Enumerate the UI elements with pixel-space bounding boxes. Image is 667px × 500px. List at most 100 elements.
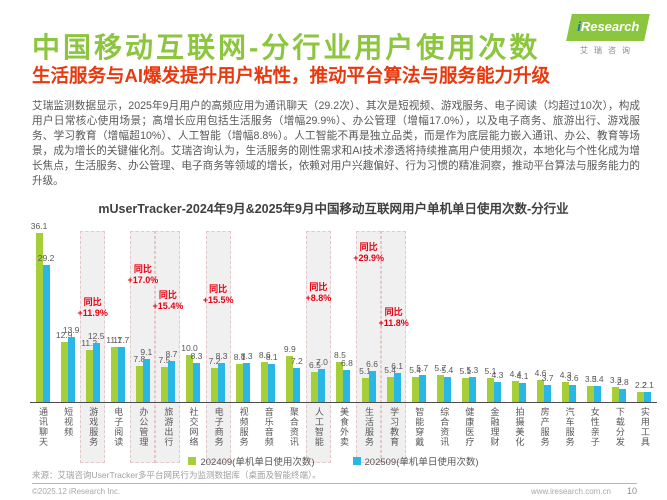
bar [418,375,426,402]
legend-item-202509: 202509(单机单日使用次数) [352,454,479,468]
bar [311,371,319,402]
bar-group: 3.5 [584,218,597,402]
bar [361,378,369,402]
bar [443,376,451,402]
bar [619,388,627,402]
bar-group: 9.1 [140,218,152,402]
category-label-text: 办公管理 [138,407,149,447]
bar [436,375,444,402]
category-label: 实用工具 [632,407,657,447]
bar-group: 8.1 [265,218,278,402]
bar-group: 2.1 [642,218,654,402]
chart-column: 4.3 3.6 [557,218,582,402]
bar-group: 4.1 [517,218,528,402]
analysis-paragraph: 艾瑞监测数据显示，2025年9月用户的高频应用为通讯聊天（29.2次）、其次是短… [32,100,640,187]
bar [67,336,75,402]
bar-group: 10.0 [181,218,198,402]
bar [35,233,43,402]
category-label-text: 电子商务 [213,407,224,447]
category-label-text: 房产服务 [539,407,550,447]
chart-legend: 202409(单机单日使用次数) 202509(单机单日使用次数) [0,454,667,468]
page-title: 中国移动互联网-分行业用户使用次数 [32,32,541,63]
category-label: 办公管理 [130,407,155,447]
bar-group: 5.4 [441,218,453,402]
chart-column: 6.5 7.0 [306,218,331,402]
bar [92,343,100,402]
category-label: 旅游出行 [155,407,180,447]
value-label: 12.5 [87,331,105,342]
legend-item-202409: 202409(单机单日使用次数) [188,454,315,468]
bar [85,349,93,402]
value-label: 4.3 [559,369,572,380]
value-label: 7.2 [208,356,221,367]
category-label-text: 女性亲子 [589,407,600,447]
bar [186,355,193,402]
category-label: 美食外卖 [331,407,356,447]
bar-group: 7.8 [133,218,145,402]
bar-group: 8.6 [259,218,271,402]
value-label: 7.0 [315,357,328,368]
value-label: 6.8 [341,358,353,369]
category-label-text: 音乐音频 [263,407,274,447]
value-label: 4.6 [534,368,547,379]
category-label-text: 美食外卖 [338,407,349,447]
bar-group: 5.7 [416,218,428,402]
chart-column: 5.1 4.3 [481,218,506,402]
bar [512,381,520,402]
category-label-text: 金融理财 [489,407,500,447]
category-label: 智能穿戴 [406,407,431,447]
bar-group: 6.6 [366,218,378,402]
bar-group: 7.0 [315,218,328,402]
category-label-text: 社交网络 [188,407,199,447]
chart-column: 5.1 6.6 [356,218,381,402]
category-label-text: 游戏服务 [88,407,99,447]
logo-brand-text: Research [580,19,640,34]
chart-column: 7.2 8.3 [206,218,231,402]
bar [60,341,68,402]
value-label: 10.0 [181,343,198,354]
bar-group: 4.3 [492,218,503,402]
chart-column: 11.2 12.5 [80,218,105,402]
category-label-text: 旅游出行 [163,407,174,447]
bar [368,371,376,402]
value-label: 11.2 [81,337,98,348]
value-label: 8.3 [190,351,203,362]
bar-group: 6.1 [391,218,403,402]
bar-group: 2.8 [617,218,629,402]
category-label-text: 通讯聊天 [38,407,49,447]
value-label: 8.1 [265,352,278,363]
value-label: 3.5 [584,373,597,384]
value-label: 5.1 [484,366,497,377]
category-label-text: 汽车服务 [564,407,575,447]
bar [243,363,251,402]
footer-divider [32,483,637,484]
value-label: 2.2 [634,379,647,390]
bar-group: 6.5 [309,218,321,402]
bar [318,369,326,402]
bar-group: 5.1 [459,218,472,402]
bar [343,370,351,402]
category-label-text: 人工智能 [313,407,324,447]
yoy-annotation: 同比 +11.9% [77,297,108,318]
value-label: 29.2 [37,253,55,264]
yoy-annotation: 同比 +11.8% [378,307,409,328]
value-label: 11.7 [106,335,123,346]
bar-group: 7.5 [159,218,170,402]
category-label-text: 下载分发 [614,407,625,447]
bar [42,265,50,402]
bar [411,376,419,402]
bar [218,363,226,402]
bar [612,386,620,402]
highlight-strip [130,231,156,463]
category-label: 生活服务 [356,407,381,447]
chart-column: 4.6 3.7 [532,218,557,402]
chart-column: 7.5 8.7 [155,218,180,402]
value-label: 13.9 [62,324,80,335]
bar [519,382,527,402]
value-label: 5.1 [459,366,472,377]
value-label: 3.3 [609,374,622,385]
chart-column: 9.9 7.2 [281,218,306,402]
chart-column: 8.5 6.8 [331,218,356,402]
bar-group: 29.2 [38,218,54,402]
value-label: 8.1 [233,352,246,363]
